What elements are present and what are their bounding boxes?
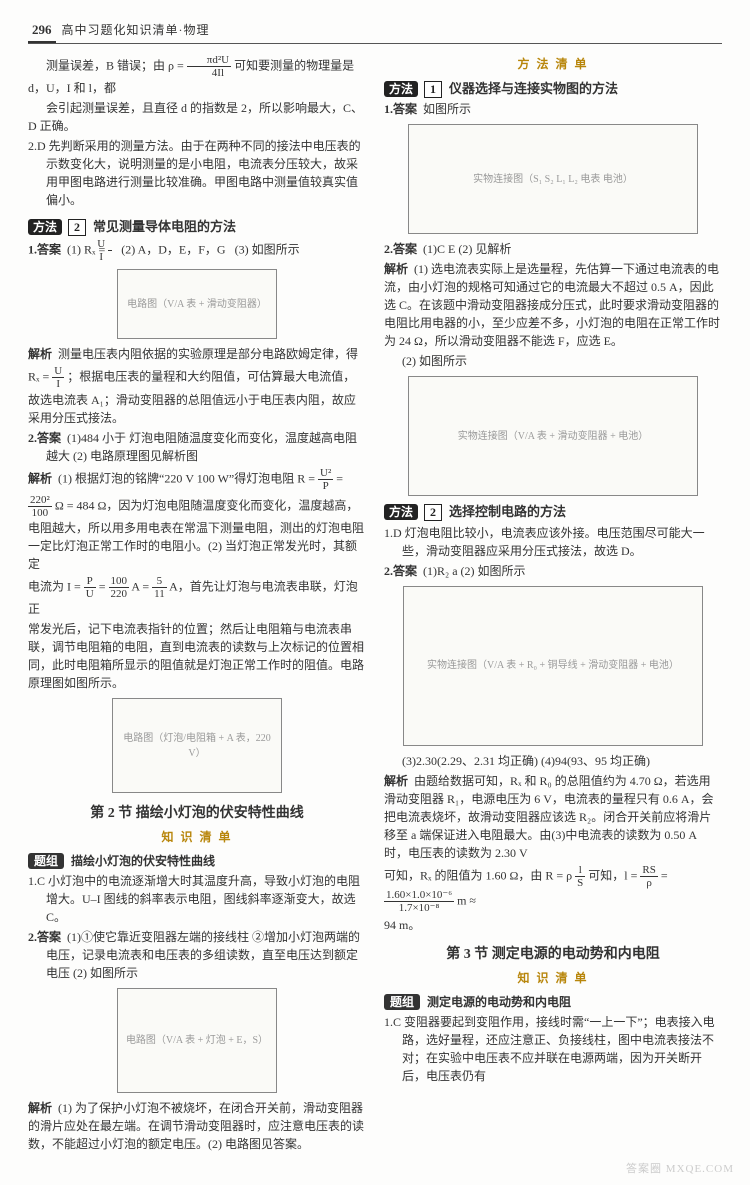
- para: (2) 如图所示: [384, 352, 722, 370]
- watermark: 答案圈 MXQE.COM: [626, 1161, 734, 1178]
- explain: 解析 (1) 根据灯泡的铭牌“220 V 100 W”得灯泡电阻 R = U²P…: [28, 467, 366, 492]
- explain: 解析 测量电压表内阻依据的实验原理是部分电路欧姆定律，得: [28, 345, 366, 363]
- circuit-diagram: 电路图（V/A 表 + 灯泡 + E，S）: [117, 988, 277, 1093]
- explain: 解析 (1) 为了保护小灯泡不被烧坏，在闭合开关前，滑动变阻器的滑片应处在最左端…: [28, 1099, 366, 1153]
- apparatus-diagram: 实物连接图（S₁ S₂ L₁ L₂ 电表 电池）: [408, 124, 698, 234]
- topic-heading: 题组 测定电源的电动势和内电阻: [384, 993, 722, 1011]
- section-title: 第 2 节 描绘小灯泡的伏安特性曲线: [28, 803, 366, 824]
- answer: 2.答案 (1)R₂ a (2) 如图所示: [384, 562, 722, 580]
- para: 常发光后，记下电流表指针的位置；然后让电阻箱与电流表串联，调节电阻箱的电阻，直到…: [28, 620, 366, 692]
- para: 1.C 小灯泡中的电流逐渐增大时其温度升高，导致小灯泡的电阻增大。U–I 图线的…: [28, 872, 366, 926]
- para: 1.C 变阻器要起到变阻作用，接线时需“一上一下”；电表接入电路，选好量程，还应…: [384, 1013, 722, 1085]
- explain: 解析 (1) 选电流表实际上是选量程，先估算一下通过电流表的电流，由小灯泡的规格…: [384, 260, 722, 350]
- page-number: 296: [28, 20, 56, 43]
- para: 1.D 灯泡电阻比较小，电流表应该外接。电压范围尽可能大一些，滑动变阻器应采用分…: [384, 524, 722, 560]
- method-heading: 方法1 仪器选择与连接实物图的方法: [384, 79, 722, 99]
- method-heading: 方法2 选择控制电路的方法: [384, 502, 722, 522]
- para: (3)2.30(2.29、2.31 均正确) (4)94(93、95 均正确): [384, 752, 722, 770]
- para: 电流为 I = PU = 100220 A = 511 A，首先让灯泡与电流表串…: [28, 575, 366, 618]
- section-title: 第 3 节 测定电源的电动势和内电阻: [384, 944, 722, 965]
- para: 可知，Rₓ 的阻值为 1.60 Ω，由 R = ρ lS 可知，l = RSρ …: [384, 864, 722, 914]
- fraction: πd²U4Il: [187, 54, 231, 79]
- answer: 2.答案 (1)C E (2) 见解析: [384, 240, 722, 258]
- page-header: 296 高中习题化知识清单·物理: [28, 20, 722, 44]
- sub-heading: 知 识 清 单: [384, 969, 722, 987]
- answer: 1.答案 (1) Rₓ = UI (2) A，D，E，F，G (3) 如图所示: [28, 238, 366, 263]
- para: 94 m。: [384, 916, 722, 934]
- para: Rₓ = UI ；根据电压表的量程和大约阻值，可估算最大电流值，故选电流表 A₁…: [28, 365, 366, 426]
- circuit-diagram: 电路图（灯泡/电阻箱 + A 表，220 V）: [112, 698, 282, 793]
- header-title: 高中习题化知识清单·物理: [62, 21, 210, 39]
- para: 2.D 先判断采用的测量方法。由于在两种不同的接法中电压表的示数变化大，说明测量…: [28, 137, 366, 209]
- sub-heading: 方 法 清 单: [384, 55, 722, 73]
- apparatus-diagram: 实物连接图（V/A 表 + 滑动变阻器 + 电池）: [408, 376, 698, 496]
- topic-heading: 题组 描绘小灯泡的伏安特性曲线: [28, 852, 366, 870]
- answer: 2.答案 (1)①使它靠近变阻器左端的接线柱 ②增加小灯泡两端的电压，记录电流表…: [28, 928, 366, 982]
- para: 会引起测量误差，且直径 d 的指数是 2，所以影响最大，C、D 正确。: [28, 99, 366, 135]
- explain: 解析 由题给数据可知，Rₓ 和 R₀ 的总阻值约为 4.70 Ω，若选用滑动变阻…: [384, 772, 722, 862]
- method-heading: 方法2 常见测量导体电阻的方法: [28, 217, 366, 237]
- apparatus-diagram: 实物连接图（V/A 表 + R₀ + 铜导线 + 滑动变阻器 + 电池）: [403, 586, 703, 746]
- answer: 1.答案 如图所示: [384, 100, 722, 118]
- sub-heading: 知 识 清 单: [28, 828, 366, 846]
- left-column: 测量误差，B 错误；由 ρ = πd²U4Il 可知要测量的物理量是 d，U，I…: [28, 52, 366, 1156]
- para: 220²100 Ω = 484 Ω，因为灯泡电阻随温度变化而变化，温度越高，电阻…: [28, 494, 366, 573]
- circuit-diagram: 电路图（V/A 表 + 滑动变阻器）: [117, 269, 277, 339]
- para: 测量误差，B 错误；由 ρ = πd²U4Il 可知要测量的物理量是 d，U，I…: [28, 54, 366, 97]
- answer: 2.答案 (1)484 小于 灯泡电阻随温度变化而变化，温度越高电阻越大 (2)…: [28, 429, 366, 465]
- right-column: 方 法 清 单 方法1 仪器选择与连接实物图的方法 1.答案 如图所示 实物连接…: [384, 52, 722, 1156]
